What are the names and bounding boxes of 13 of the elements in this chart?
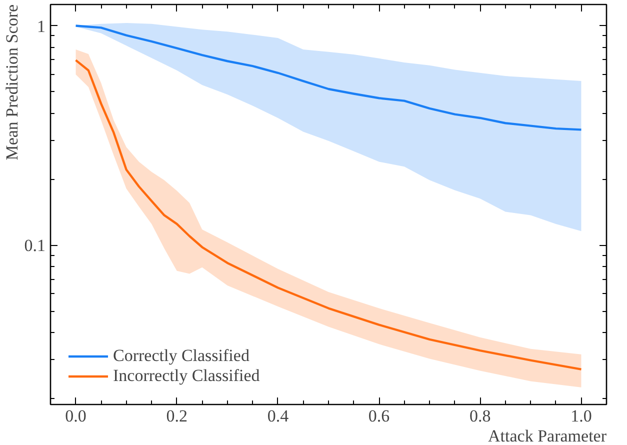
- x-tick-label: 1.0: [570, 406, 592, 426]
- x-tick-label: 0.2: [166, 406, 188, 426]
- y-tick-label: 1: [37, 16, 46, 36]
- x-tick-label: 0.6: [368, 406, 390, 426]
- x-axis-title: Attack Parameter: [488, 426, 607, 445]
- x-tick-label: 0.8: [470, 406, 491, 426]
- x-tick-label: 0.0: [65, 406, 86, 426]
- y-axis-title: Mean Prediction Score: [2, 4, 22, 160]
- line-series: [74, 24, 582, 131]
- legend-label: Correctly Classified: [113, 346, 250, 366]
- legend-label: Incorrectly Classified: [113, 366, 260, 386]
- y-tick-label: 0.1: [24, 236, 46, 256]
- x-tick-label: 0.4: [267, 406, 290, 426]
